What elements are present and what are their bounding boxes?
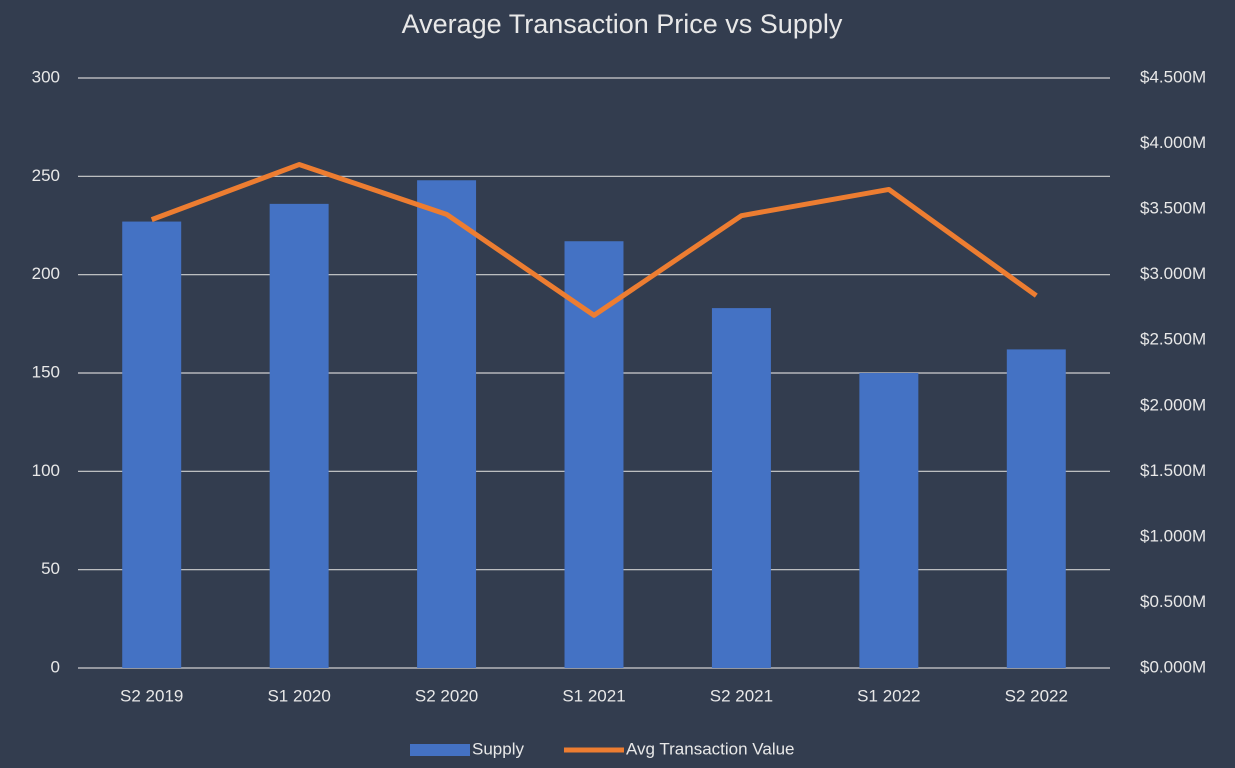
y2-tick-label: $1.000M xyxy=(1140,526,1206,545)
y2-tick-label: $1.500M xyxy=(1140,461,1206,480)
legend-label: Avg Transaction Value xyxy=(626,739,795,758)
y-tick-label: 300 xyxy=(32,67,60,86)
bar xyxy=(269,203,329,668)
x-tick-label: S2 2019 xyxy=(120,686,183,705)
chart-title: Average Transaction Price vs Supply xyxy=(402,9,843,39)
x-tick-label: S1 2022 xyxy=(857,686,920,705)
y-tick-label: 50 xyxy=(41,559,60,578)
y-tick-label: 0 xyxy=(51,657,60,676)
x-tick-label: S2 2021 xyxy=(710,686,773,705)
bar xyxy=(1006,349,1066,668)
x-tick-label: S1 2020 xyxy=(267,686,330,705)
bar xyxy=(859,373,919,668)
bar xyxy=(417,180,477,668)
legend-swatch xyxy=(410,744,470,756)
y2-tick-label: $0.500M xyxy=(1140,592,1206,611)
bar xyxy=(711,308,771,668)
y2-tick-label: $2.500M xyxy=(1140,330,1206,349)
y-tick-label: 250 xyxy=(32,166,60,185)
y2-tick-label: $4.500M xyxy=(1140,67,1206,86)
y-tick-label: 150 xyxy=(32,362,60,381)
y2-tick-label: $4.000M xyxy=(1140,133,1206,152)
x-tick-label: S2 2020 xyxy=(415,686,478,705)
y-tick-label: 200 xyxy=(32,264,60,283)
bar xyxy=(122,221,182,669)
y2-tick-label: $3.000M xyxy=(1140,264,1206,283)
y2-tick-label: $2.000M xyxy=(1140,395,1206,414)
x-tick-label: S2 2022 xyxy=(1005,686,1068,705)
y2-tick-label: $0.000M xyxy=(1140,657,1206,676)
x-tick-label: S1 2021 xyxy=(562,686,625,705)
y-tick-label: 100 xyxy=(32,461,60,480)
legend-label: Supply xyxy=(472,739,524,758)
bar xyxy=(564,241,624,668)
y2-tick-label: $3.500M xyxy=(1140,199,1206,218)
line xyxy=(150,162,1038,318)
